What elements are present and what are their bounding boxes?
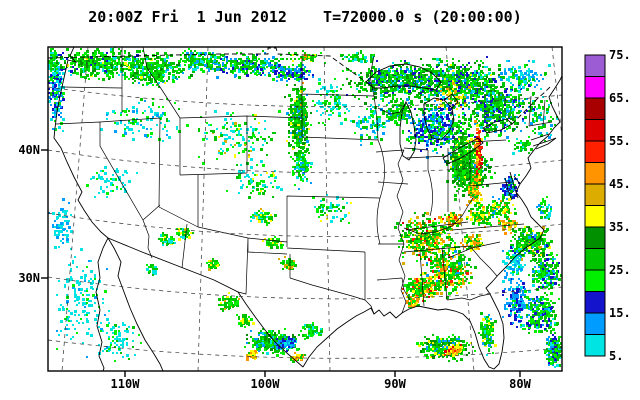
colorbar-label-45: 45. <box>609 177 631 191</box>
colorbar-segment-20 <box>584 269 606 292</box>
plot-frame <box>47 46 563 372</box>
graticule-meridians <box>61 47 562 371</box>
colorbar-segment-10 <box>584 312 606 335</box>
state-border-paths <box>55 47 553 315</box>
colorbar-segment-60 <box>584 97 606 120</box>
great-lakes-paths <box>365 63 513 165</box>
colorbar-segment-25 <box>584 248 606 271</box>
plot-title: 20:00Z Fri 1 Jun 2012 T=72000.0 s (20:00… <box>88 8 522 26</box>
precipitation-layer <box>48 47 562 368</box>
colorbar-segment-5 <box>584 334 606 357</box>
y-tick-label-40N: 40N <box>18 143 40 157</box>
colorbar-label-65: 65. <box>609 91 631 105</box>
colorbar-segment-70 <box>584 54 606 77</box>
colorbar <box>584 54 606 357</box>
colorbar-label-5: 5. <box>609 349 624 363</box>
colorbar-segment-65 <box>584 76 606 99</box>
colorbar-segment-15 <box>584 291 606 314</box>
coastline-paths <box>53 47 562 371</box>
colorbar-label-35: 35. <box>609 220 631 234</box>
colorbar-segment-50 <box>584 140 606 163</box>
colorbar-label-25: 25. <box>609 263 631 277</box>
geography-layer <box>48 47 562 371</box>
colorbar-segment-55 <box>584 119 606 142</box>
mexico-border-path <box>107 237 304 368</box>
colorbar-label-15: 15. <box>609 306 631 320</box>
x-tick-label-100W: 100W <box>250 377 280 391</box>
colorbar-label-55: 55. <box>609 134 631 148</box>
colorbar-label-75: 75. <box>609 48 631 62</box>
x-tick-label-90W: 90W <box>384 377 406 391</box>
x-tick-label-80W: 80W <box>509 377 531 391</box>
x-tick-label-110W: 110W <box>110 377 140 391</box>
colorbar-segment-45 <box>584 162 606 185</box>
colorbar-segment-35 <box>584 205 606 228</box>
colorbar-segment-40 <box>584 183 606 206</box>
graticule-layer <box>48 47 562 371</box>
colorbar-segment-30 <box>584 226 606 249</box>
axis-ticks <box>41 149 521 377</box>
y-tick-label-30N: 30N <box>18 271 40 285</box>
canada-border-path <box>48 47 552 125</box>
